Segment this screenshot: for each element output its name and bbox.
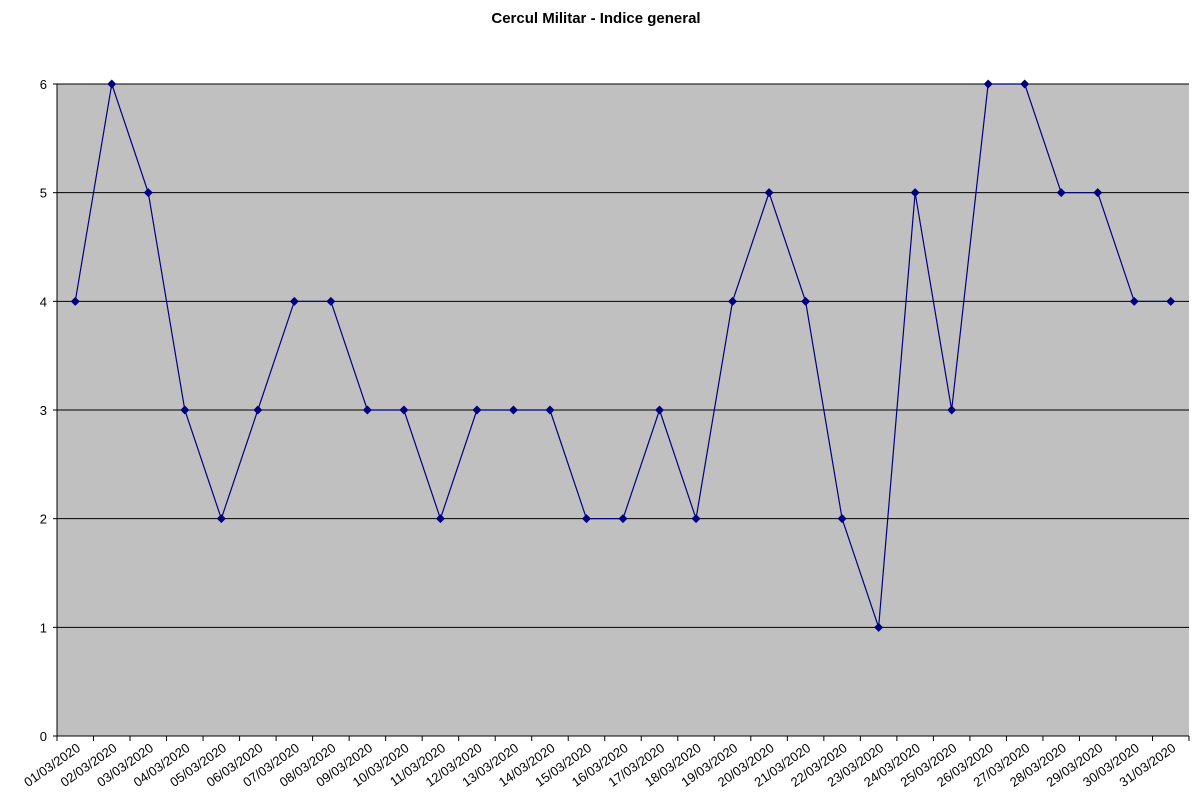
data-point-marker <box>728 296 738 306</box>
data-point-marker <box>801 296 811 306</box>
data-point-marker <box>545 405 555 415</box>
data-point-marker <box>253 405 263 415</box>
data-point-marker <box>508 405 518 415</box>
data-point-marker <box>581 514 591 524</box>
data-point-marker <box>472 405 482 415</box>
data-point-marker <box>874 622 884 632</box>
axes <box>56 84 1190 741</box>
data-point-marker <box>180 405 190 415</box>
data-point-marker <box>691 514 701 524</box>
data-point-marker <box>107 79 117 89</box>
x-tick-labels: 01/03/202002/03/202003/03/202004/03/2020… <box>21 740 1178 790</box>
y-tick-labels: 0 1 2 3 4 5 6 <box>40 77 47 744</box>
data-point-marker <box>216 514 226 524</box>
data-point-marker <box>1056 188 1066 198</box>
data-point-marker <box>1093 188 1103 198</box>
data-point-marker <box>837 514 847 524</box>
data-point-marker <box>618 514 628 524</box>
y-tick-label: 2 <box>40 512 47 527</box>
series <box>70 79 1176 632</box>
data-point-marker <box>143 188 153 198</box>
data-point-marker <box>435 514 445 524</box>
y-tick-label: 3 <box>40 403 47 418</box>
data-point-marker <box>70 296 80 306</box>
data-point-marker <box>655 405 665 415</box>
data-point-marker <box>326 296 336 306</box>
y-tick-label: 6 <box>40 77 47 92</box>
data-point-marker <box>764 188 774 198</box>
data-point-marker <box>289 296 299 306</box>
data-point-marker <box>983 79 993 89</box>
data-point-marker <box>362 405 372 415</box>
chart-title: Cercul Militar - Indice general <box>491 10 701 27</box>
data-point-marker <box>1129 296 1139 306</box>
data-point-marker <box>1166 296 1176 306</box>
data-point-marker <box>947 405 957 415</box>
data-point-marker <box>1020 79 1030 89</box>
data-point-marker <box>399 405 409 415</box>
y-tick-label: 0 <box>40 729 47 744</box>
y-tick-label: 1 <box>40 620 47 635</box>
y-tick-label: 4 <box>40 294 47 309</box>
y-tick-label: 5 <box>40 186 47 201</box>
data-point-marker <box>910 188 920 198</box>
